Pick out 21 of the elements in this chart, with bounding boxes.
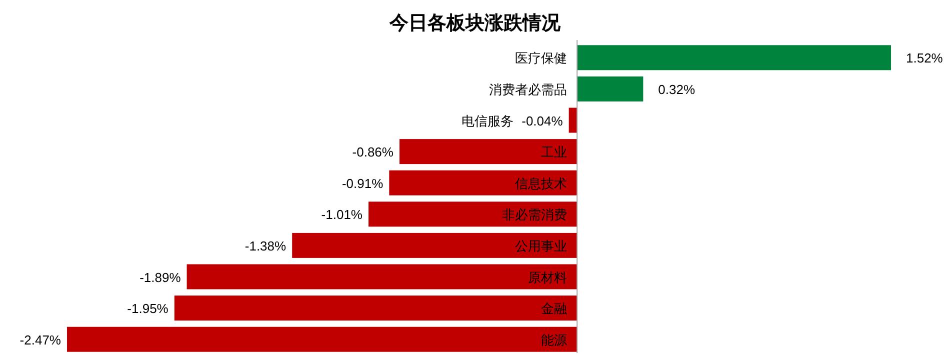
data-label: -1.95% [127, 301, 169, 316]
y-tick-label: 金融 [541, 301, 568, 316]
y-tick-label: 非必需消费 [502, 207, 568, 222]
data-label: -0.86% [352, 144, 394, 160]
data-label: -0.04% [522, 113, 564, 128]
y-tick-label: 医疗保健 [515, 50, 568, 66]
data-label: 0.32% [658, 82, 696, 97]
data-label: -1.38% [244, 238, 287, 254]
y-tick-label: 信息技术 [515, 176, 568, 191]
chart-title: 今日各板块涨跌情况 [388, 12, 562, 34]
y-tick-label: 消费者必需品 [489, 82, 568, 97]
y-tick-label: 电信服务 [462, 113, 514, 128]
data-label: -2.47% [20, 332, 62, 348]
y-tick-label: 能源 [541, 332, 568, 348]
y-tick-label: 工业 [541, 144, 568, 160]
y-tick-label: 原材料 [528, 270, 568, 285]
data-label: 1.52% [906, 50, 944, 66]
data-label: -0.91% [342, 176, 384, 191]
data-label: -1.89% [140, 270, 182, 285]
y-tick-label: 公用事业 [515, 238, 568, 254]
data-label: -1.01% [321, 207, 363, 222]
